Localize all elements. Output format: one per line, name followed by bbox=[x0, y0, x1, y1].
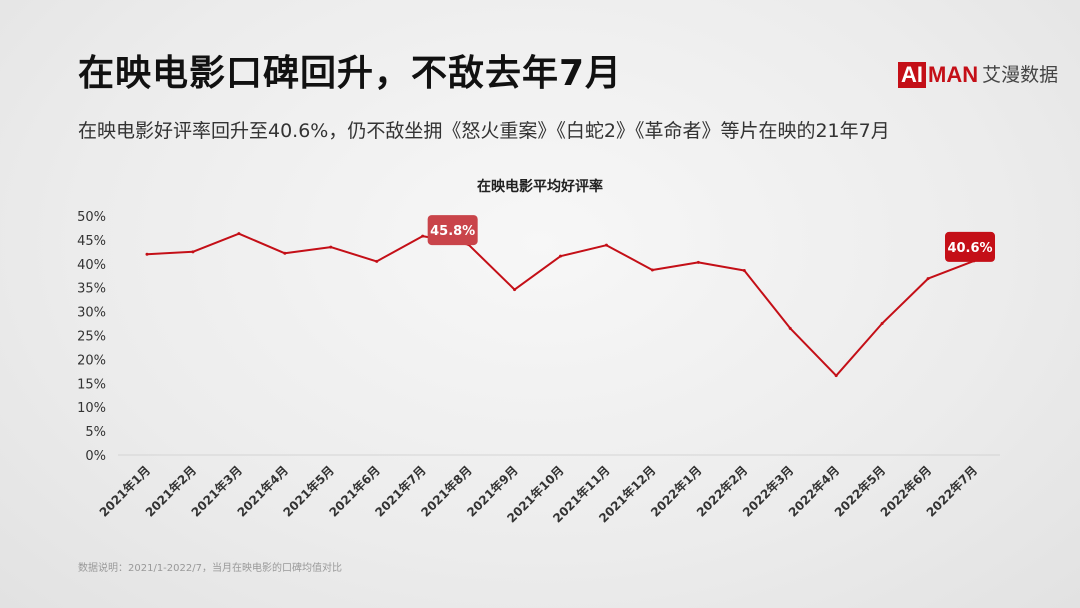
data-point bbox=[237, 232, 241, 236]
brand-logo: AI MAN 艾漫数据 bbox=[898, 62, 1058, 88]
page-title: 在映电影口碑回升，不敌去年7月 bbox=[78, 53, 623, 94]
chart-title: 在映电影平均好评率 bbox=[477, 178, 603, 195]
y-tick-label: 15% bbox=[77, 377, 106, 392]
y-tick-label: 10% bbox=[77, 401, 106, 416]
data-point bbox=[880, 322, 884, 326]
y-tick-label: 20% bbox=[77, 353, 106, 368]
y-tick-label: 25% bbox=[77, 330, 106, 345]
callout-box bbox=[427, 215, 478, 246]
data-point bbox=[788, 326, 792, 330]
data-point bbox=[513, 288, 517, 292]
data-point bbox=[283, 251, 287, 255]
y-axis: 0% 5% 10% 15% 20% 25% 30% 35% 40% 45% 50% bbox=[77, 210, 106, 464]
data-point bbox=[375, 259, 379, 263]
data-point bbox=[742, 268, 746, 272]
data-point bbox=[191, 250, 195, 254]
y-tick-label: 35% bbox=[77, 282, 106, 297]
y-tick-label: 30% bbox=[77, 306, 106, 321]
callout-label: 40.6% bbox=[947, 241, 992, 256]
footnote: 数据说明：2021/1-2022/7，当月在映电影的口碑均值对比 bbox=[78, 563, 342, 574]
page-subtitle: 在映电影好评率回升至40.6%，仍不敌坐拥《怒火重案》《白蛇2》《革命者》等片在… bbox=[78, 120, 890, 142]
data-point bbox=[559, 254, 562, 258]
data-point bbox=[650, 268, 654, 272]
y-tick-label: 5% bbox=[85, 425, 106, 440]
data-point bbox=[421, 234, 425, 238]
y-tick-label: 0% bbox=[85, 449, 106, 464]
y-tick-label: 50% bbox=[77, 210, 106, 225]
data-point bbox=[145, 252, 149, 256]
data-point bbox=[696, 260, 700, 264]
callout-label: 45.8% bbox=[430, 224, 475, 239]
brand-logo-man: MAN bbox=[928, 62, 979, 87]
series-lines bbox=[145, 232, 976, 378]
brand-logo-cn: 艾漫数据 bbox=[982, 64, 1059, 86]
x-axis: 2021年1月2021年2月2021年3月2021年4月2021年5月2021年… bbox=[96, 454, 1000, 526]
data-point bbox=[926, 277, 930, 281]
data-point bbox=[329, 245, 333, 249]
y-tick-label: 40% bbox=[77, 258, 106, 273]
brand-logo-ai: AI bbox=[898, 62, 926, 88]
callout-box bbox=[945, 231, 995, 262]
callouts: 45.8% 40.6% bbox=[427, 215, 995, 262]
data-point bbox=[834, 374, 838, 378]
data-point bbox=[604, 243, 608, 247]
y-tick-label: 45% bbox=[77, 234, 106, 249]
